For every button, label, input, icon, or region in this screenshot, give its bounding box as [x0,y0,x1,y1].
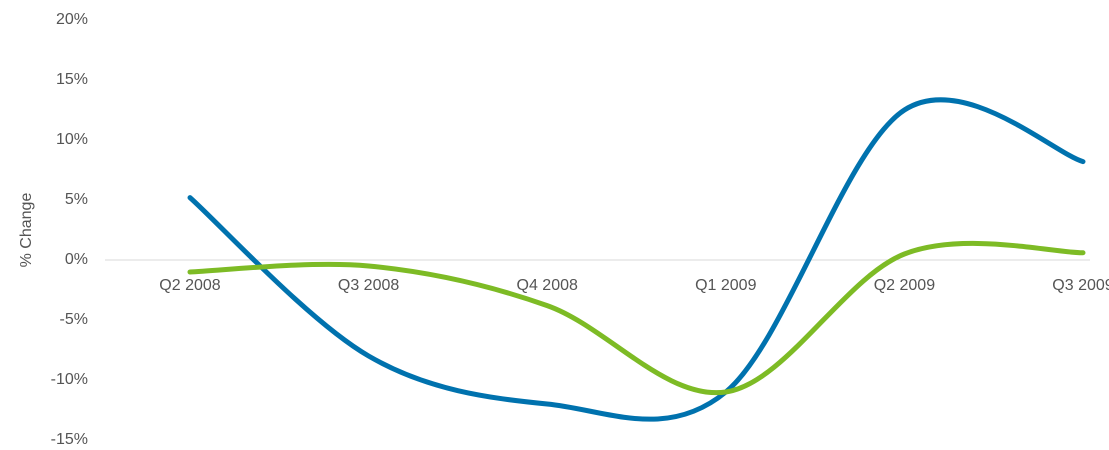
y-tick-label: 10% [56,131,88,148]
x-tick-label: Q2 2009 [874,277,935,294]
y-tick-label: -10% [51,371,88,388]
x-tick-label: Q3 2008 [338,277,399,294]
x-tick-label: Q1 2009 [695,277,756,294]
y-axis-title: % Change [18,193,35,268]
y-tick-label: -5% [60,311,88,328]
y-tick-label: 0% [65,251,88,268]
x-axis-ticks: Q2 2008 Q3 2008 Q4 2008 Q1 2009 Q2 2009 Q3 20… [159,277,1109,294]
y-tick-label: -15% [51,431,88,448]
x-tick-label: Q3 2009 [1052,277,1109,294]
series-layer [187,97,1086,422]
y-axis-ticks: 20% 15% 10% 5% 0% -5% -10% -15% [51,11,88,448]
y-tick-label: 5% [65,191,88,208]
series-line-2 [187,240,1086,396]
series-line-1 [187,97,1086,422]
x-tick-label: Q4 2008 [517,277,578,294]
x-tick-label: Q2 2008 [159,277,220,294]
y-tick-label: 20% [56,11,88,28]
y-tick-label: 15% [56,71,88,88]
